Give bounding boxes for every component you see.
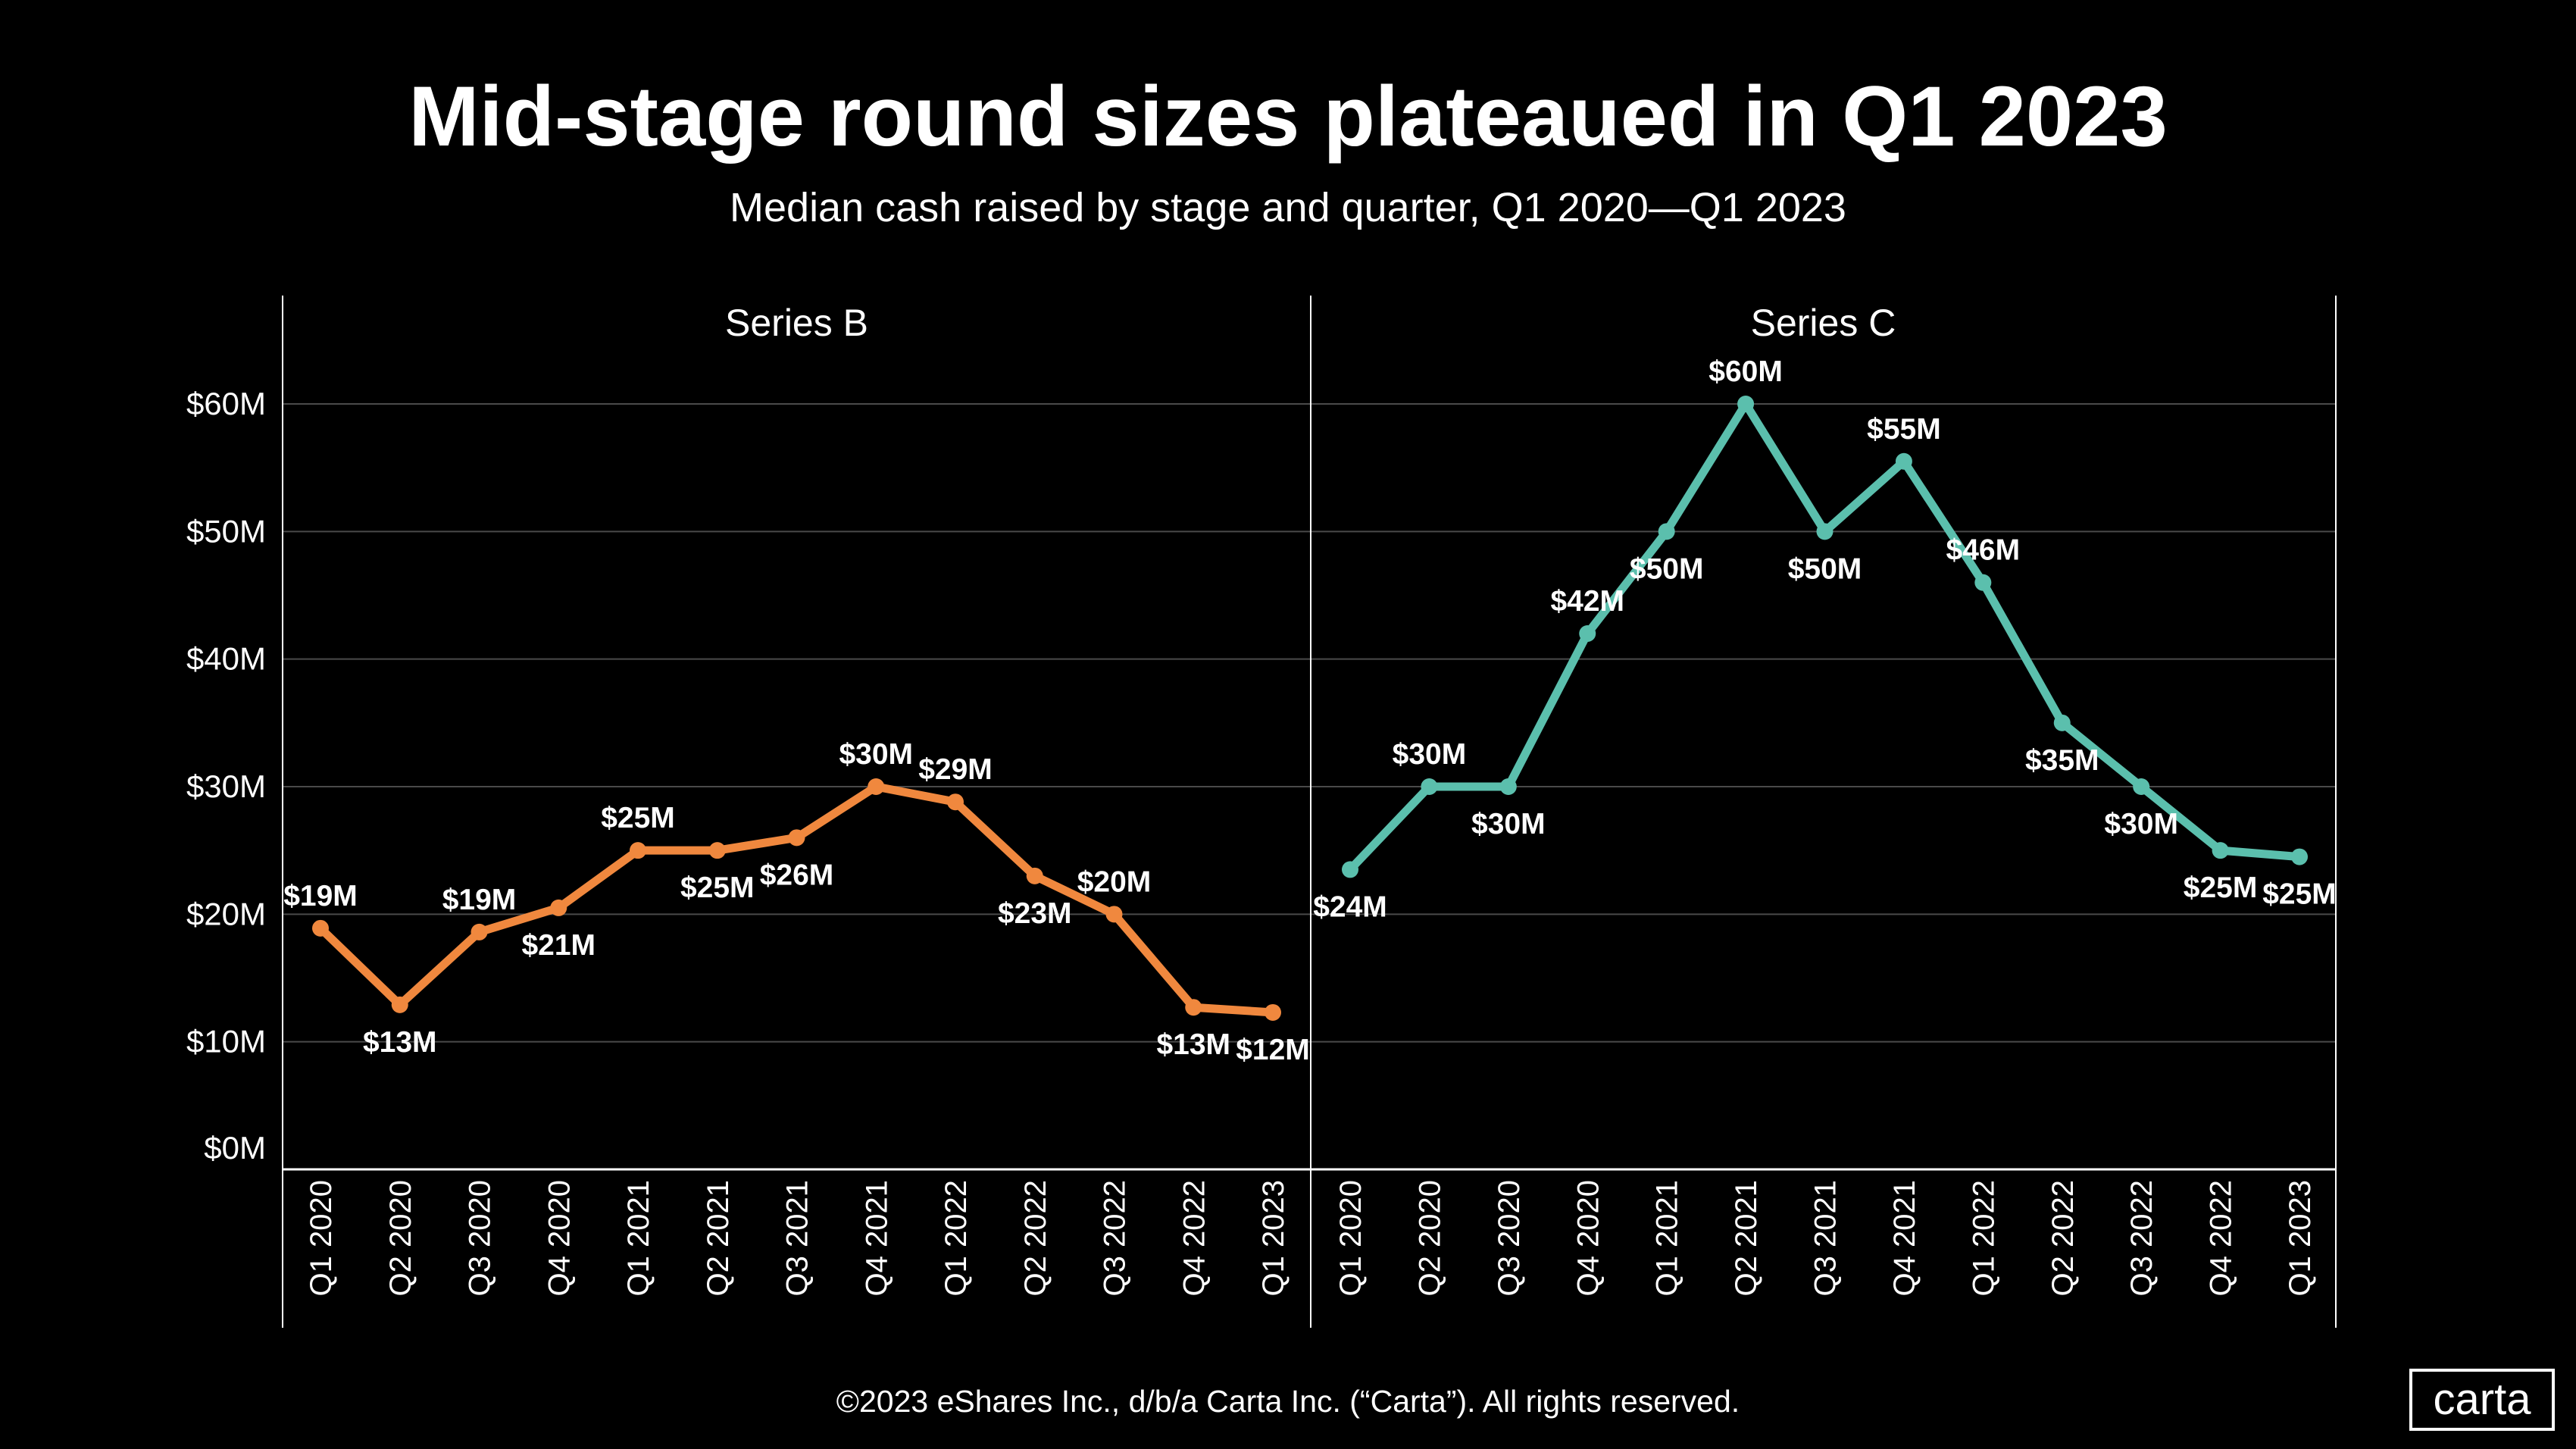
data-point: [550, 899, 567, 916]
x-tick-label: Q1 2021: [1651, 1180, 1684, 1296]
data-label: $26M: [760, 859, 834, 891]
x-tick-label: Q4 2022: [1177, 1180, 1211, 1296]
x-tick-label: Q3 2022: [2125, 1180, 2159, 1296]
data-label: $12M: [1236, 1034, 1310, 1066]
y-tick-label: $30M: [186, 768, 266, 804]
data-point: [1816, 523, 1834, 540]
panel-series-b: Series B Q1 2020 Q2 2020 Q3 2020 Q4 2020 Q1 2…: [282, 296, 1311, 1328]
y-tick-label: $40M: [186, 641, 266, 677]
data-label: $23M: [998, 897, 1072, 930]
data-point: [1421, 778, 1438, 795]
data-point: [312, 919, 329, 937]
data-point: [708, 842, 726, 859]
data-label: $35M: [2025, 744, 2099, 777]
data-label: $25M: [2184, 872, 2258, 904]
x-tick-label: Q4 2021: [860, 1180, 893, 1296]
x-tick-label: Q3 2021: [1809, 1180, 1843, 1296]
x-tick-label: Q1 2021: [622, 1180, 655, 1296]
x-tick-label: Q2 2021: [1730, 1180, 1763, 1296]
data-label: $50M: [1630, 552, 1704, 585]
data-label: $30M: [1471, 808, 1546, 840]
x-tick-label: Q2 2020: [1413, 1180, 1446, 1296]
data-label: $25M: [680, 872, 755, 904]
data-label: $50M: [1788, 552, 1862, 585]
data-point: [947, 793, 964, 811]
data-label: $46M: [1946, 534, 2021, 567]
x-tick-label: Q1 2020: [1334, 1180, 1368, 1296]
x-tick-label: Q4 2022: [2205, 1180, 2238, 1296]
data-point: [1579, 625, 1596, 642]
x-tick-label: Q2 2022: [1019, 1180, 1052, 1296]
y-tick-label: $60M: [186, 386, 266, 421]
panel-title: Series C: [1751, 302, 1896, 344]
data-point: [788, 829, 805, 847]
x-tick-label: Q1 2020: [305, 1180, 338, 1296]
data-point: [2291, 848, 2308, 865]
data-label: $13M: [1156, 1028, 1230, 1061]
data-point: [1265, 1003, 1281, 1021]
data-point: [868, 778, 885, 795]
data-point: [2212, 842, 2229, 859]
x-tick-label: Q1 2022: [1967, 1180, 2000, 1296]
y-axis: $0M $10M $20M $30M $40M $50M $60M: [186, 386, 266, 1166]
data-point: [1026, 867, 1043, 884]
x-tick-label: Q1 2023: [1257, 1180, 1290, 1296]
y-tick-label: $50M: [186, 513, 266, 549]
data-point: [1105, 906, 1123, 923]
data-label: $55M: [1867, 413, 1941, 446]
chart-title: Mid-stage round sizes plateaued in Q1 20…: [408, 69, 2168, 164]
x-tick-label: Q2 2022: [2046, 1180, 2080, 1296]
data-point: [1499, 778, 1517, 795]
x-tick-label: Q4 2020: [542, 1180, 576, 1296]
data-point: [470, 923, 488, 940]
data-label: $30M: [2104, 808, 2178, 840]
data-label: $25M: [601, 802, 675, 834]
data-point: [1185, 999, 1202, 1016]
data-label: $30M: [1393, 738, 1467, 771]
data-point: [1658, 523, 1675, 540]
y-tick-label: $10M: [186, 1024, 266, 1059]
data-label: $42M: [1550, 585, 1624, 618]
carta-logo: carta: [2409, 1369, 2555, 1431]
x-tick-label: Q1 2022: [939, 1180, 973, 1296]
data-point: [391, 996, 408, 1013]
x-tick-label: Q3 2021: [781, 1180, 814, 1296]
panel-series-c: Series C Q1 2020 Q2 2020 Q3 2020 Q4 2020 Q1 2…: [1310, 296, 2337, 1328]
data-label: $21M: [521, 929, 596, 962]
data-point: [2133, 778, 2150, 795]
copyright-footer: ©2023 eShares Inc., d/b/a Carta Inc. (“C…: [836, 1384, 1740, 1419]
y-tick-label: $0M: [204, 1130, 266, 1166]
x-tick-label: Q2 2021: [702, 1180, 735, 1296]
data-point: [630, 842, 646, 859]
data-point: [1737, 396, 1755, 412]
y-tick-label: $20M: [186, 896, 266, 931]
data-label: $19M: [442, 884, 517, 916]
chart-subtitle: Median cash raised by stage and quarter,…: [730, 185, 1846, 230]
x-tick-label: Q4 2020: [1571, 1180, 1605, 1296]
data-label: $25M: [2262, 878, 2337, 911]
data-point: [1974, 574, 1992, 591]
panels: Series B Q1 2020 Q2 2020 Q3 2020 Q4 2020 Q1 2…: [282, 296, 2337, 1328]
x-tick-label: Q3 2022: [1099, 1180, 1132, 1296]
data-label: $13M: [363, 1026, 437, 1059]
carta-logo-text: carta: [2434, 1375, 2532, 1424]
data-point: [1895, 452, 1912, 470]
data-point: [2053, 714, 2071, 731]
x-tick-label: Q1 2023: [2284, 1180, 2317, 1296]
data-label: $29M: [918, 753, 993, 786]
series-line: [1346, 399, 2304, 874]
data-label: $19M: [283, 880, 358, 912]
data-label: $60M: [1708, 355, 1783, 388]
x-tick-label: Q4 2021: [1888, 1180, 1921, 1296]
data-label: $20M: [1077, 865, 1152, 898]
data-label: $30M: [839, 738, 913, 771]
x-tick-label: Q3 2020: [1493, 1180, 1526, 1296]
data-point: [1342, 861, 1358, 878]
data-label: $24M: [1313, 890, 1387, 923]
x-tick-label: Q3 2020: [464, 1180, 497, 1296]
x-tick-label: Q2 2020: [384, 1180, 417, 1296]
panel-title: Series B: [725, 302, 868, 344]
